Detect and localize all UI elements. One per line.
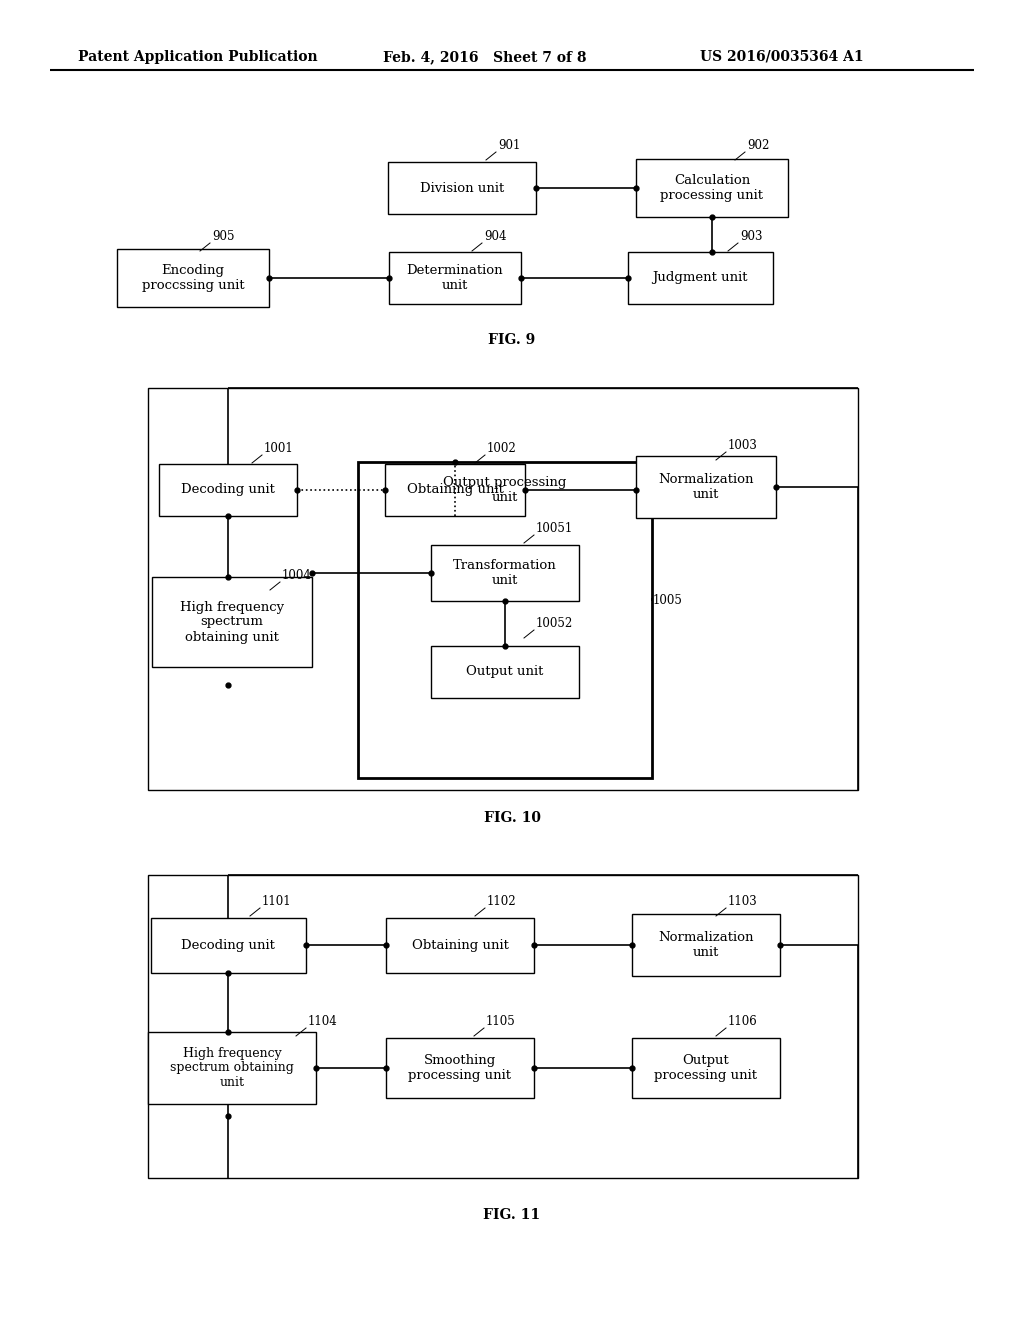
Text: FIG. 10: FIG. 10 xyxy=(483,810,541,825)
Text: 1001: 1001 xyxy=(264,442,294,455)
Text: Determination
unit: Determination unit xyxy=(407,264,504,292)
Bar xyxy=(632,1038,780,1098)
Text: Patent Application Publication: Patent Application Publication xyxy=(78,50,317,63)
Bar xyxy=(636,455,776,517)
Text: Decoding unit: Decoding unit xyxy=(181,939,274,952)
Bar xyxy=(358,462,652,777)
Bar xyxy=(628,252,772,304)
Text: 1005: 1005 xyxy=(653,594,683,606)
Text: 1101: 1101 xyxy=(262,895,292,908)
Text: Output processing
unit: Output processing unit xyxy=(443,477,566,504)
Text: 1003: 1003 xyxy=(728,440,758,451)
Text: 903: 903 xyxy=(740,230,763,243)
Bar xyxy=(385,465,525,516)
Text: Calculation
processing unit: Calculation processing unit xyxy=(660,174,764,202)
Text: 904: 904 xyxy=(484,230,507,243)
Text: FIG. 9: FIG. 9 xyxy=(488,333,536,347)
Text: Obtaining unit: Obtaining unit xyxy=(412,939,509,952)
Bar xyxy=(386,1038,534,1098)
Bar xyxy=(159,465,297,516)
Bar xyxy=(388,162,536,214)
Bar xyxy=(148,1032,316,1104)
Bar xyxy=(431,645,579,698)
Text: Feb. 4, 2016   Sheet 7 of 8: Feb. 4, 2016 Sheet 7 of 8 xyxy=(383,50,587,63)
Text: Normalization
unit: Normalization unit xyxy=(658,931,754,960)
Text: 902: 902 xyxy=(746,139,769,152)
Text: Judgment unit: Judgment unit xyxy=(652,272,748,285)
Text: High frequency
spectrum
obtaining unit: High frequency spectrum obtaining unit xyxy=(180,601,284,644)
Text: Decoding unit: Decoding unit xyxy=(181,483,274,496)
Text: 1106: 1106 xyxy=(728,1015,758,1028)
Text: Smoothing
processing unit: Smoothing processing unit xyxy=(409,1053,512,1082)
Bar xyxy=(117,249,269,308)
Text: 1104: 1104 xyxy=(308,1015,338,1028)
Text: Normalization
unit: Normalization unit xyxy=(658,473,754,502)
Bar xyxy=(151,917,305,973)
Bar xyxy=(152,577,312,667)
Bar xyxy=(386,917,534,973)
Bar xyxy=(636,158,788,216)
Text: 1004: 1004 xyxy=(282,569,312,582)
Text: 1102: 1102 xyxy=(487,895,517,908)
Text: Output unit: Output unit xyxy=(466,665,544,678)
Text: 1105: 1105 xyxy=(486,1015,516,1028)
Text: Output
processing unit: Output processing unit xyxy=(654,1053,758,1082)
Text: Encoding
proccssing unit: Encoding proccssing unit xyxy=(141,264,245,292)
Text: Division unit: Division unit xyxy=(420,181,504,194)
Text: High frequency
spectrum obtaining
unit: High frequency spectrum obtaining unit xyxy=(170,1047,294,1089)
Text: 901: 901 xyxy=(498,139,520,152)
Text: 1103: 1103 xyxy=(728,895,758,908)
Text: 905: 905 xyxy=(212,230,234,243)
Text: FIG. 11: FIG. 11 xyxy=(483,1208,541,1222)
Text: Obtaining unit: Obtaining unit xyxy=(407,483,504,496)
Text: 10051: 10051 xyxy=(536,521,573,535)
Text: 10052: 10052 xyxy=(536,616,573,630)
Text: 1002: 1002 xyxy=(487,442,517,455)
Text: Transformation
unit: Transformation unit xyxy=(454,558,557,587)
Bar xyxy=(148,875,858,1177)
Text: US 2016/0035364 A1: US 2016/0035364 A1 xyxy=(700,50,863,63)
Bar xyxy=(148,388,858,789)
Bar xyxy=(431,545,579,601)
Bar xyxy=(389,252,521,304)
Bar xyxy=(632,913,780,975)
